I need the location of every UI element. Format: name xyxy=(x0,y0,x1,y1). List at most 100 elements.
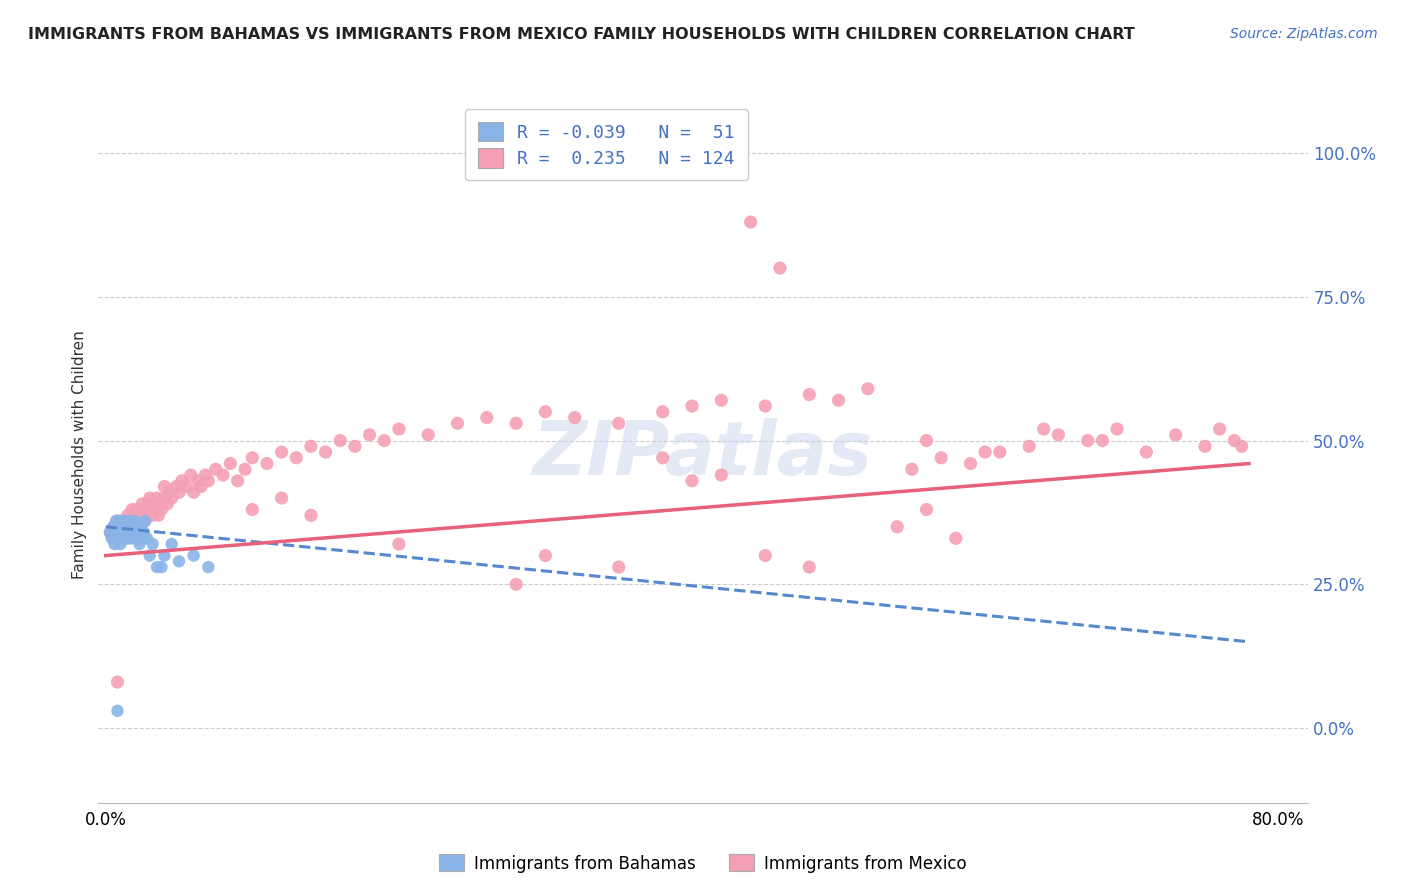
Point xyxy=(134,502,156,516)
Point xyxy=(446,417,468,431)
Point xyxy=(107,704,129,718)
Point xyxy=(915,502,938,516)
Point xyxy=(534,405,557,419)
Point xyxy=(115,531,138,545)
Point xyxy=(959,457,981,471)
Point xyxy=(607,560,630,574)
Point xyxy=(197,474,219,488)
Legend: Immigrants from Bahamas, Immigrants from Mexico: Immigrants from Bahamas, Immigrants from… xyxy=(433,847,973,880)
Point xyxy=(122,520,145,534)
Point xyxy=(1223,434,1246,448)
Point xyxy=(156,497,179,511)
Point xyxy=(107,675,129,690)
Point xyxy=(212,468,235,483)
Point xyxy=(165,479,187,493)
Point xyxy=(1018,439,1040,453)
Point xyxy=(1164,427,1187,442)
Point xyxy=(929,450,952,465)
Point xyxy=(121,514,143,528)
Point xyxy=(270,445,292,459)
Point xyxy=(505,417,527,431)
Point xyxy=(100,531,122,545)
Point xyxy=(153,491,176,505)
Point xyxy=(124,508,146,523)
Point xyxy=(127,508,149,523)
Point xyxy=(135,531,157,545)
Point xyxy=(103,520,125,534)
Point xyxy=(108,531,131,545)
Point xyxy=(127,525,149,540)
Point xyxy=(117,508,139,523)
Point xyxy=(204,462,226,476)
Point xyxy=(945,531,967,545)
Point xyxy=(710,393,733,408)
Point xyxy=(110,537,132,551)
Text: ZIPatlas: ZIPatlas xyxy=(533,418,873,491)
Point xyxy=(240,502,263,516)
Point xyxy=(607,417,630,431)
Point xyxy=(799,560,821,574)
Point xyxy=(114,525,136,540)
Point xyxy=(359,427,381,442)
Point xyxy=(149,497,172,511)
Point xyxy=(124,525,146,540)
Point xyxy=(143,497,166,511)
Point xyxy=(112,520,135,534)
Point xyxy=(1135,445,1157,459)
Point xyxy=(145,502,167,516)
Point xyxy=(114,520,136,534)
Point xyxy=(124,514,146,528)
Legend: R = -0.039   N =  51, R =  0.235   N = 124: R = -0.039 N = 51, R = 0.235 N = 124 xyxy=(465,109,748,180)
Point xyxy=(107,525,129,540)
Point xyxy=(115,520,138,534)
Point xyxy=(112,520,135,534)
Point xyxy=(128,502,150,516)
Point xyxy=(219,457,242,471)
Point xyxy=(127,520,149,534)
Point xyxy=(343,439,366,453)
Point xyxy=(183,485,205,500)
Point xyxy=(111,514,134,528)
Point xyxy=(1091,434,1114,448)
Point xyxy=(142,508,165,523)
Point xyxy=(856,382,879,396)
Point xyxy=(111,525,134,540)
Point xyxy=(124,514,146,528)
Point xyxy=(121,531,143,545)
Point xyxy=(1230,439,1253,453)
Point xyxy=(110,514,132,528)
Point xyxy=(118,525,141,540)
Point xyxy=(285,450,308,465)
Point xyxy=(176,479,198,493)
Point xyxy=(681,399,703,413)
Point xyxy=(129,514,152,528)
Point xyxy=(681,474,703,488)
Point xyxy=(146,560,169,574)
Point xyxy=(388,537,411,551)
Point xyxy=(148,508,170,523)
Point xyxy=(710,468,733,483)
Point xyxy=(115,525,138,540)
Point xyxy=(127,520,149,534)
Point xyxy=(107,520,129,534)
Point xyxy=(117,525,139,540)
Point xyxy=(233,462,256,476)
Point xyxy=(564,410,586,425)
Point xyxy=(117,520,139,534)
Point xyxy=(194,468,217,483)
Point xyxy=(270,491,292,505)
Point xyxy=(110,520,132,534)
Point xyxy=(534,549,557,563)
Point xyxy=(150,502,173,516)
Point xyxy=(146,491,169,505)
Point xyxy=(125,531,148,545)
Point xyxy=(153,479,176,493)
Point xyxy=(108,514,131,528)
Point xyxy=(114,531,136,545)
Point xyxy=(769,260,792,275)
Point xyxy=(122,525,145,540)
Point xyxy=(329,434,352,448)
Point xyxy=(651,450,673,465)
Point xyxy=(129,520,152,534)
Point xyxy=(167,485,190,500)
